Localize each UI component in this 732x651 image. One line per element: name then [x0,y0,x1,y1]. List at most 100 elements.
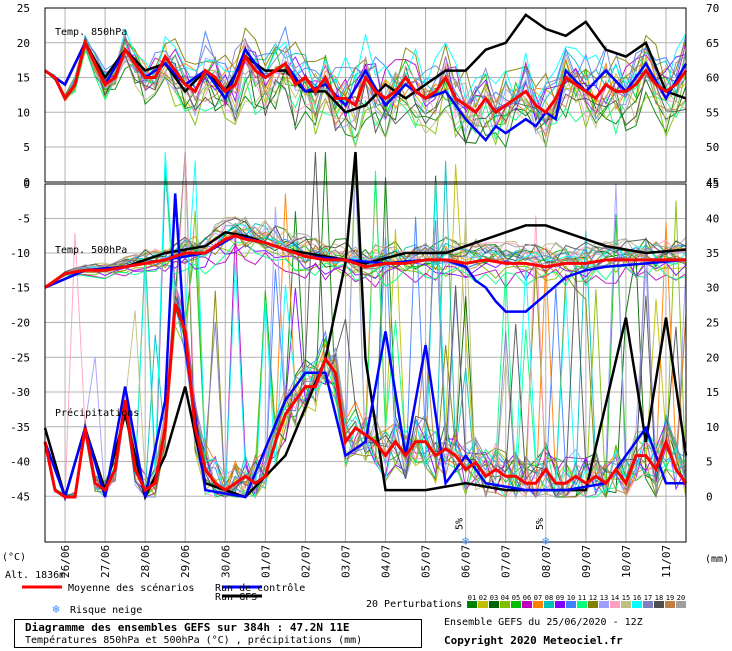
tick-label-right: 60 [706,72,719,85]
left-unit-label: (°C) [2,552,26,563]
perturbation-number: 18 [655,594,663,602]
tick-label-right: 50 [706,141,719,154]
perturbation-number: 04 [501,594,509,602]
legend-perturbations-label: 20 Perturbations [366,599,462,610]
perturbation-swatch [500,601,510,608]
perturbation-number: 13 [600,594,608,602]
tick-label-left: 10 [17,106,30,119]
tick-label-right: 10 [706,421,719,434]
date-label: 29/06 [179,545,192,578]
legend-snow-icon: ❄ [52,602,59,616]
perturbation-swatch [665,601,675,608]
tick-label-left: -20 [10,317,30,330]
perturbation-swatch [676,601,686,608]
perturbation-number: 17 [644,594,652,602]
date-label: 08/07 [540,545,553,578]
snow-percent: 5% [535,518,546,530]
date-label: 30/06 [219,545,232,578]
info-box: Diagramme des ensembles GEFS sur 384h : … [14,619,422,648]
tick-label-left: -25 [10,351,30,364]
perturbation-number: 16 [633,594,641,602]
tick-label-right: 55 [706,106,719,119]
tick-label-right: 45 [706,176,719,189]
date-label: 11/07 [660,545,673,578]
perturbation-swatch [489,601,499,608]
perturbation-swatch [643,601,653,608]
tick-label-left: 15 [17,72,30,85]
series-line-2-precip [43,151,688,502]
chart-subtitle: Températures 850hPa et 500hPa (°C) , pré… [25,635,363,646]
perturbation-number: 15 [622,594,630,602]
snow-icon: ❄ [462,534,469,548]
perturbation-20-t500 [44,216,687,288]
perturbation-swatch [621,601,631,608]
perturbation-13-precip [44,171,687,499]
perturbation-19-t500 [44,229,687,288]
series-line-1-precip [43,193,686,502]
date-label: 06/07 [460,545,473,578]
date-label: 03/07 [339,545,352,578]
perturbation-swatch [467,601,477,608]
perturbation-swatch [588,601,598,608]
perturbation-16-t500 [44,223,687,288]
panel-frame-500-precip [44,183,687,543]
main-series-lines [43,13,688,502]
perturbation-swatch [522,601,532,608]
perturbation-number: 02 [479,594,487,602]
perturbation-14-t850 [44,39,687,135]
date-label: 10/07 [620,545,633,578]
series-line-0-t500 [44,234,686,289]
perturbation-number: 07 [534,594,542,602]
tick-label-left: 20 [17,37,30,50]
series-legend-control: Run de contrôle [215,582,305,594]
series-line-2-t850 [44,13,687,114]
panel-label-precip: Précipitations [55,407,139,419]
perturbation-swatch [632,601,642,608]
perturbation-number: 19 [666,594,674,602]
perturbation-number: 14 [611,594,619,602]
tick-label-left: 25 [17,2,30,15]
series-line-0-t850 [44,38,688,115]
date-label: 28/06 [139,545,152,578]
series-line-2-t500 [44,224,687,289]
perturbation-swatch [478,601,488,608]
tick-label-left: 5 [23,141,30,154]
perturbation-swatch [533,601,543,608]
date-label: 09/07 [580,545,593,578]
date-label: 02/07 [299,545,312,578]
perturbation-number: 08 [545,594,553,602]
perturbation-number: 05 [512,594,520,602]
perturbation-number: 11 [578,594,586,602]
perturbation-number: 20 [677,594,685,602]
tick-label-left: -40 [10,456,30,469]
perturbation-number: 06 [523,594,531,602]
series-legend-gfs: Run GFS [215,592,257,603]
panel-label-500: Temp. 500hPa [55,245,127,256]
tick-label-right: 5 [706,456,713,469]
series-line-0-precip [43,303,688,499]
perturbation-swatch [566,601,576,608]
perturbation-swatch [511,601,521,608]
plot-frame [44,7,687,543]
tick-label-left: -10 [10,247,30,260]
tick-label-left: -15 [10,282,30,295]
tick-label-right: 45 [706,178,719,191]
tick-label-right: 20 [706,351,719,364]
tick-label-right: 35 [706,247,719,260]
tick-label-right: 65 [706,37,719,50]
date-label: 07/07 [500,545,513,578]
date-label: 05/07 [420,545,433,578]
tick-label-left: -35 [10,421,30,434]
perturbation-number: 10 [567,594,575,602]
perturbation-swatch [577,601,587,608]
tick-label-right: 15 [706,386,719,399]
tick-label-left: 0 [23,178,30,191]
panel-label-850: Temp. 850hPa [55,27,127,38]
date-label: 01/07 [259,545,272,578]
altitude-label: Alt. 1836m [5,570,65,581]
series-line-1-t850 [44,39,688,143]
series-legend-mean: Moyenne des scénarios [68,582,194,594]
panel-frame-850 [44,7,687,183]
